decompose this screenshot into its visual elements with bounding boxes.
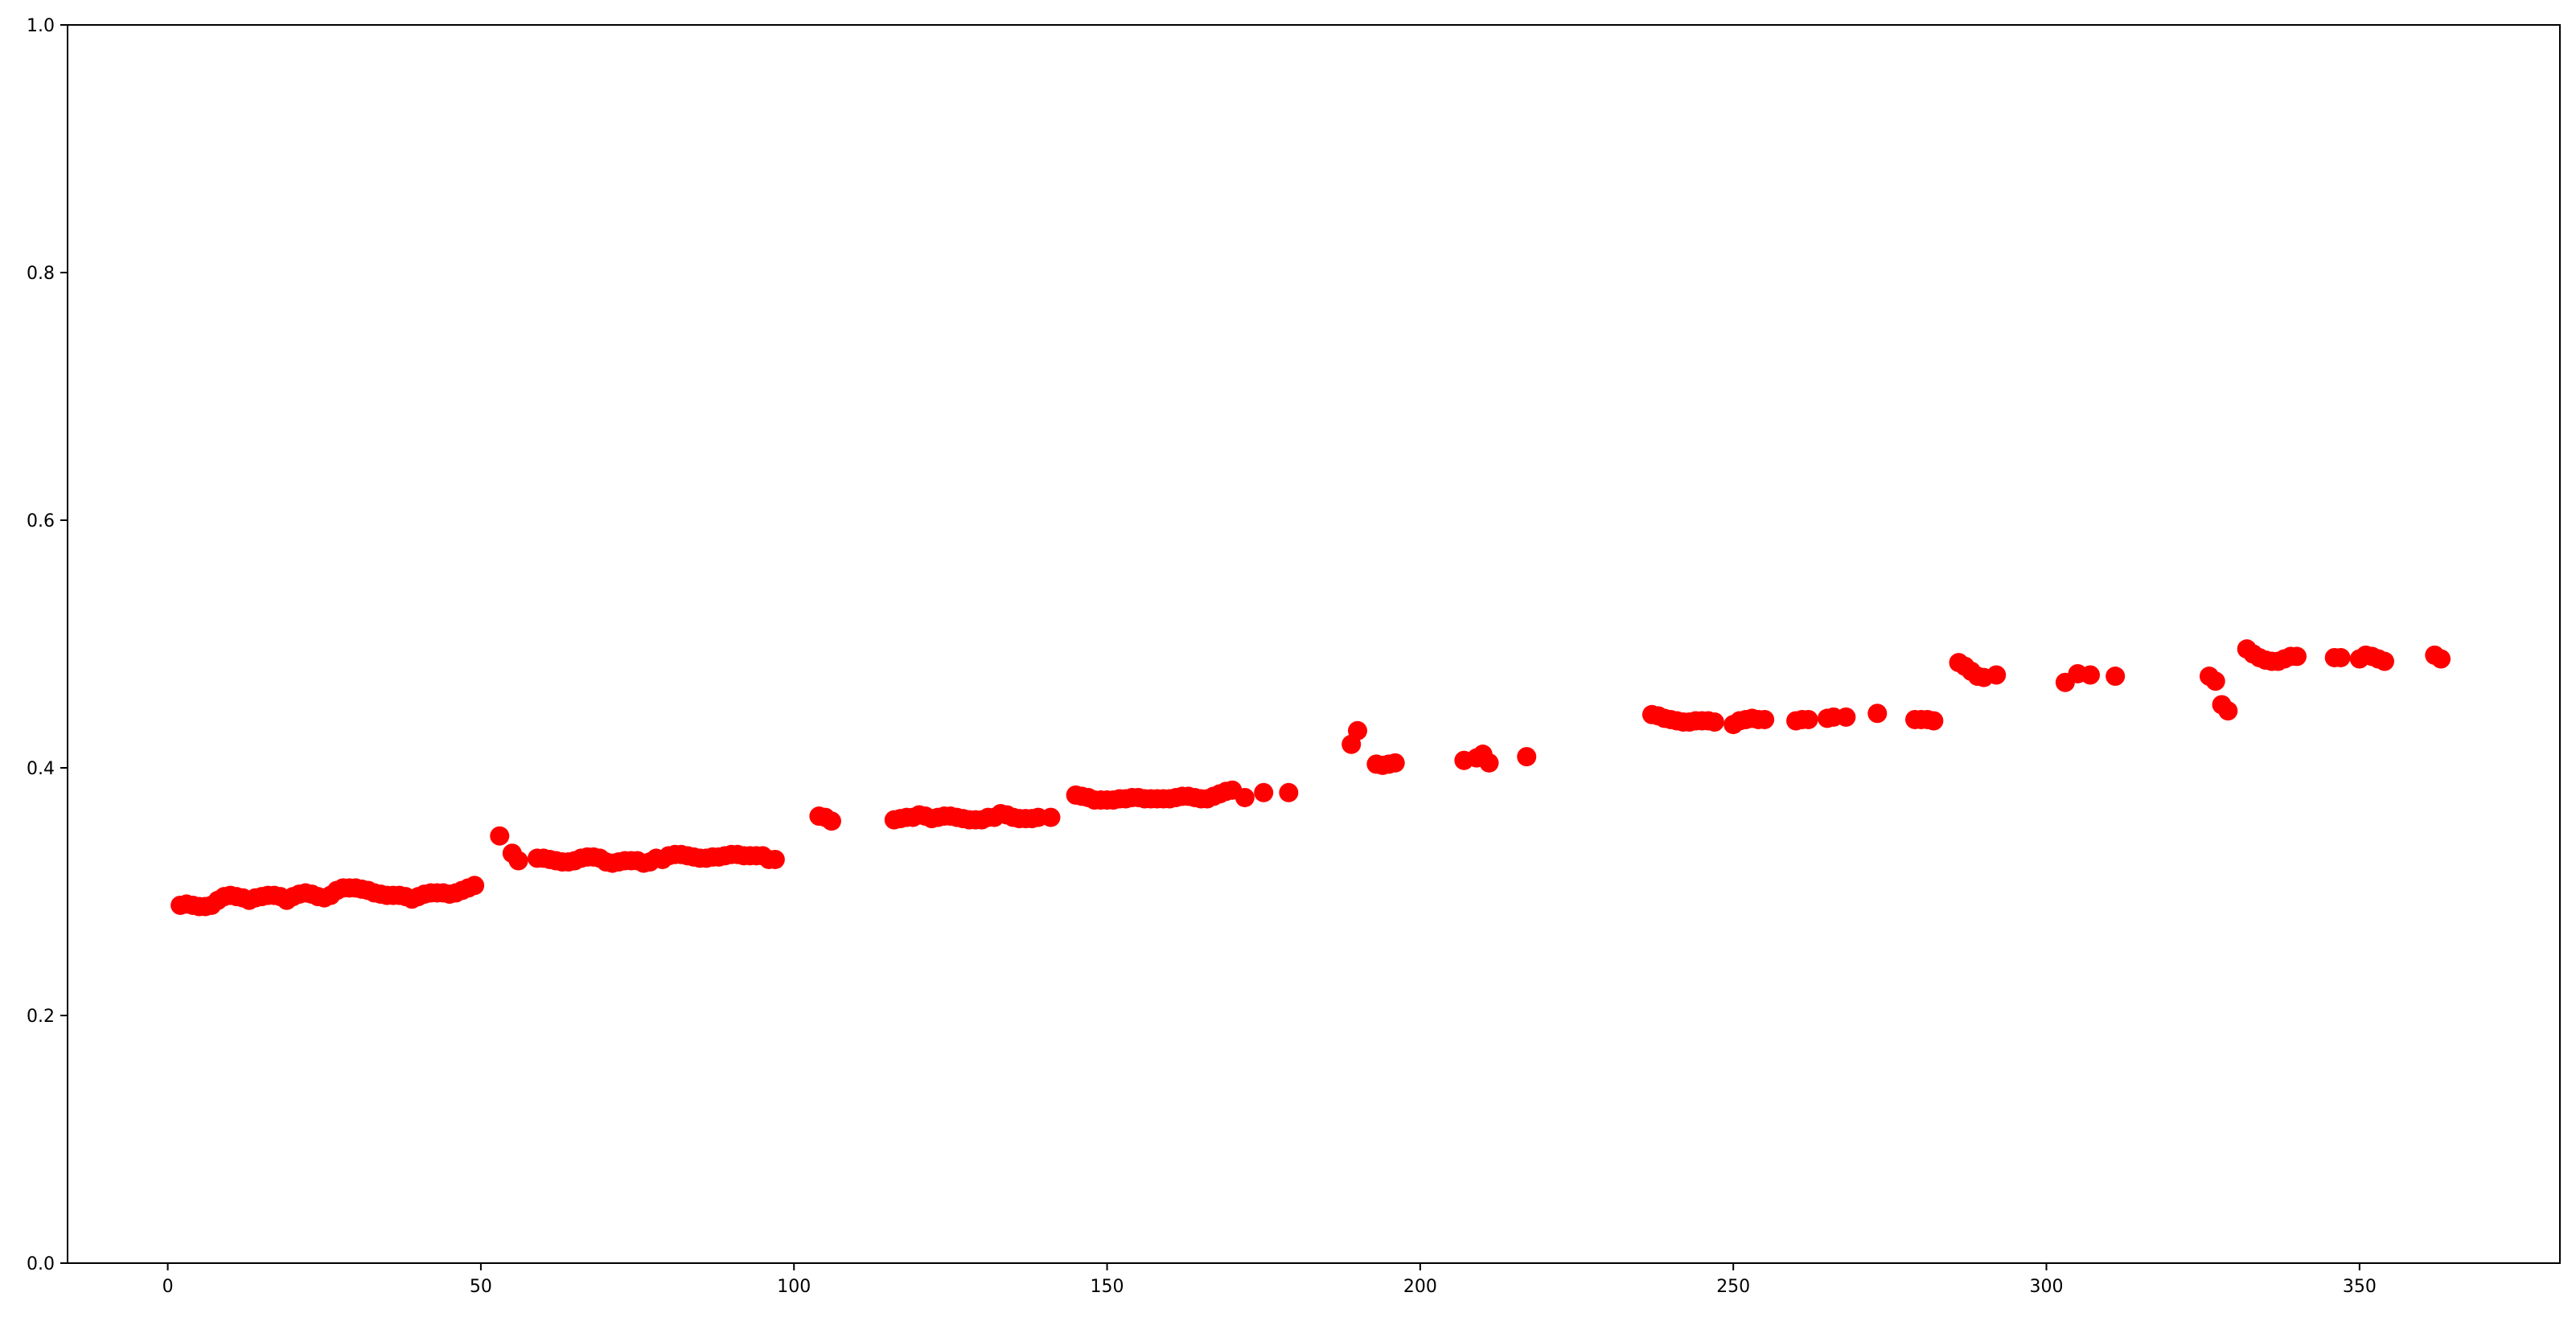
data-point xyxy=(2286,646,2307,667)
data-point xyxy=(2374,651,2394,671)
data-point xyxy=(1254,782,1274,802)
data-point xyxy=(2106,667,2126,687)
data-point xyxy=(490,826,510,846)
data-point xyxy=(1755,709,1775,729)
x-tick-label: 0 xyxy=(162,1277,174,1297)
data-point xyxy=(1517,747,1537,767)
y-tick-label: 0.8 xyxy=(27,264,55,284)
x-tick-label: 350 xyxy=(2343,1277,2377,1297)
y-tick-label: 0.2 xyxy=(27,1007,55,1027)
x-tick-label: 150 xyxy=(1091,1277,1124,1297)
y-tick-label: 0.4 xyxy=(27,759,55,779)
x-tick-label: 300 xyxy=(2030,1277,2064,1297)
data-point xyxy=(2081,665,2101,685)
x-tick-label: 250 xyxy=(1716,1277,1750,1297)
data-point xyxy=(1986,665,2007,685)
data-point xyxy=(1798,709,1818,729)
data-point xyxy=(765,849,785,869)
data-point xyxy=(2205,671,2225,691)
data-point xyxy=(465,876,485,896)
data-point xyxy=(2218,701,2238,721)
y-tick-label: 1.0 xyxy=(27,16,55,36)
data-point xyxy=(1235,787,1255,807)
y-tick-label: 0.6 xyxy=(27,511,55,531)
y-axis: 0.0 0.2 0.4 0.6 0.8 1.0 xyxy=(27,16,68,1274)
x-tick-label: 100 xyxy=(777,1277,811,1297)
data-point xyxy=(1348,720,1368,741)
x-tick-label: 200 xyxy=(1403,1277,1437,1297)
plot-frame xyxy=(67,24,2561,1264)
data-point xyxy=(2431,649,2451,669)
data-point xyxy=(1924,711,1944,731)
data-point xyxy=(1479,753,1499,773)
data-point xyxy=(2331,647,2351,667)
x-tick-label: 50 xyxy=(470,1277,492,1297)
data-point xyxy=(1279,782,1299,802)
data-point xyxy=(1836,707,1856,727)
y-tick-label: 0.0 xyxy=(27,1254,55,1274)
data-point xyxy=(508,851,528,871)
x-axis: 0 50 100 150 200 250 300 350 xyxy=(162,1263,2377,1297)
data-point xyxy=(1041,807,1061,827)
data-point xyxy=(1385,753,1405,773)
data-point xyxy=(1704,712,1724,732)
data-point xyxy=(1867,704,1888,724)
data-points xyxy=(171,639,2451,917)
data-point xyxy=(821,811,841,831)
